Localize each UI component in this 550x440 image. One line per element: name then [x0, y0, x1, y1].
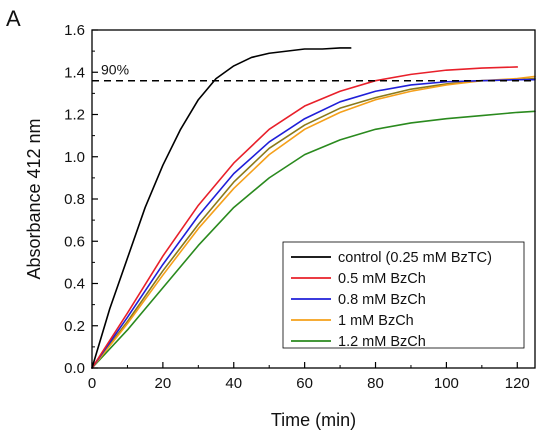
reference-line-group: 90% — [92, 62, 535, 82]
legend-label: 0.8 mM BzCh — [338, 292, 426, 308]
x-tick-label: 120 — [505, 375, 530, 392]
legend-label: control (0.25 mM BzTC) — [338, 250, 492, 266]
x-tick-label: 100 — [434, 375, 459, 392]
y-tick-label: 0.8 — [64, 191, 85, 208]
x-tick-label: 20 — [155, 375, 172, 392]
series-line-0-8-mm-bzch — [91, 78, 536, 369]
x-tick-label: 80 — [367, 375, 384, 392]
y-tick-label: 0.2 — [64, 318, 85, 335]
y-tick-label: 1.0 — [64, 149, 85, 166]
y-tick-label: 1.6 — [64, 22, 85, 39]
y-tick-label: 1.2 — [64, 107, 85, 124]
legend-label: 1 mM BzCh — [338, 313, 414, 329]
x-tick-label: 0 — [88, 375, 96, 392]
reference-line-label: 90% — [101, 62, 129, 78]
x-axis: 0 20 40 60 80 100 120 — [88, 362, 530, 392]
series-line-1-2-mm-bzch — [91, 110, 536, 369]
y-tick-label: 0.0 — [64, 360, 85, 377]
x-tick-label: 40 — [225, 375, 242, 392]
y-axis: 0.0 0.2 0.4 0.6 0.8 1.0 1.2 1.4 1.6 — [64, 22, 98, 377]
series-line-0-5-mm-bzch — [91, 66, 519, 369]
y-tick-label: 1.4 — [64, 64, 85, 81]
panel-label: A — [6, 6, 21, 31]
legend-box — [282, 241, 525, 349]
x-axis-label: Time (min) — [271, 410, 356, 430]
legend-label: 1.2 mM BzCh — [338, 334, 426, 350]
plot-lines — [91, 47, 536, 369]
y-tick-label: 0.6 — [64, 233, 85, 250]
series-line-control-0-25-mm-bztc — [91, 47, 352, 369]
x-tick-label: 60 — [296, 375, 313, 392]
legend-label: 0.5 mM BzCh — [338, 271, 426, 287]
y-tick-label: 0.4 — [64, 276, 85, 293]
y-axis-label: Absorbance 412 nm — [24, 118, 44, 279]
legend: control (0.25 mM BzTC) 0.5 mM BzCh 0.8 mM … — [282, 241, 525, 350]
